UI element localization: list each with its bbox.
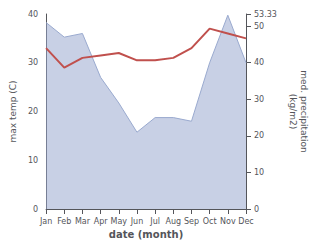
svg-text:53.33: 53.33 [254,10,277,19]
svg-text:max temp (C): max temp (C) [8,80,18,142]
svg-text:10: 10 [28,156,38,165]
svg-text:Oct: Oct [203,217,217,226]
svg-text:Dec: Dec [238,217,253,226]
svg-text:Nov: Nov [220,217,236,226]
svg-text:40: 40 [28,10,38,19]
svg-text:30: 30 [28,58,38,67]
svg-text:Sep: Sep [184,217,199,226]
svg-text:Jul: Jul [149,217,160,226]
svg-text:Aug: Aug [165,217,181,226]
svg-text:(kg/m2): (kg/m2) [288,94,298,129]
svg-text:Jun: Jun [130,217,144,226]
svg-text:10: 10 [254,168,264,177]
svg-text:50: 50 [254,22,264,31]
svg-text:30: 30 [254,95,264,104]
svg-text:Jan: Jan [39,217,52,226]
svg-text:40: 40 [254,58,264,67]
svg-text:Mar: Mar [75,217,91,226]
svg-text:May: May [111,217,128,226]
svg-text:date (month): date (month) [109,229,183,240]
svg-text:0: 0 [254,205,259,214]
svg-text:Feb: Feb [57,217,71,226]
svg-text:0: 0 [33,205,38,214]
svg-text:med. precipitation: med. precipitation [299,70,309,152]
svg-text:20: 20 [28,107,38,116]
svg-text:Apr: Apr [94,217,109,226]
svg-text:20: 20 [254,131,264,140]
